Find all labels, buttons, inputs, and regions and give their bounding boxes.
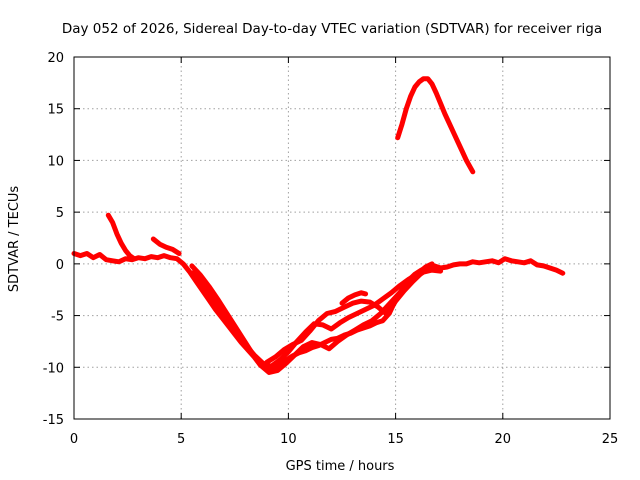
y-tick-label: -15	[43, 413, 64, 428]
series-trace-7	[150, 236, 182, 256]
series-trace-4	[264, 270, 424, 365]
y-tick-label: 5	[56, 206, 64, 221]
x-tick-label: 25	[602, 432, 619, 447]
x-tick-label: 20	[495, 432, 512, 447]
y-tick-label: 20	[47, 51, 64, 66]
x-axis-label: GPS time / hours	[286, 459, 395, 474]
series-trace-8	[395, 76, 476, 175]
plot-frame	[73, 56, 611, 420]
x-tick-label: 5	[177, 432, 185, 447]
y-tick-label: 15	[47, 103, 64, 118]
y-tick-label: 10	[47, 154, 64, 169]
series-trace-5	[339, 290, 369, 306]
y-axis-label: SDTVAR / TECUs	[7, 186, 22, 293]
tick-labels: 0 5 10 15 20 25 -15 -10 -5 0 5 10 15 20	[43, 51, 619, 447]
x-tick-label: 0	[70, 432, 78, 447]
series-trace-1	[71, 251, 566, 372]
data-series	[71, 76, 566, 375]
y-tick-label: -10	[43, 361, 64, 376]
y-tick-label: -5	[51, 310, 64, 325]
series-trace-6	[105, 212, 137, 262]
y-tick-label: 0	[56, 258, 64, 273]
x-tick-label: 15	[387, 432, 404, 447]
x-tick-label: 10	[280, 432, 297, 447]
chart-title: Day 052 of 2026, Sidereal Day-to-day VTE…	[62, 21, 602, 37]
